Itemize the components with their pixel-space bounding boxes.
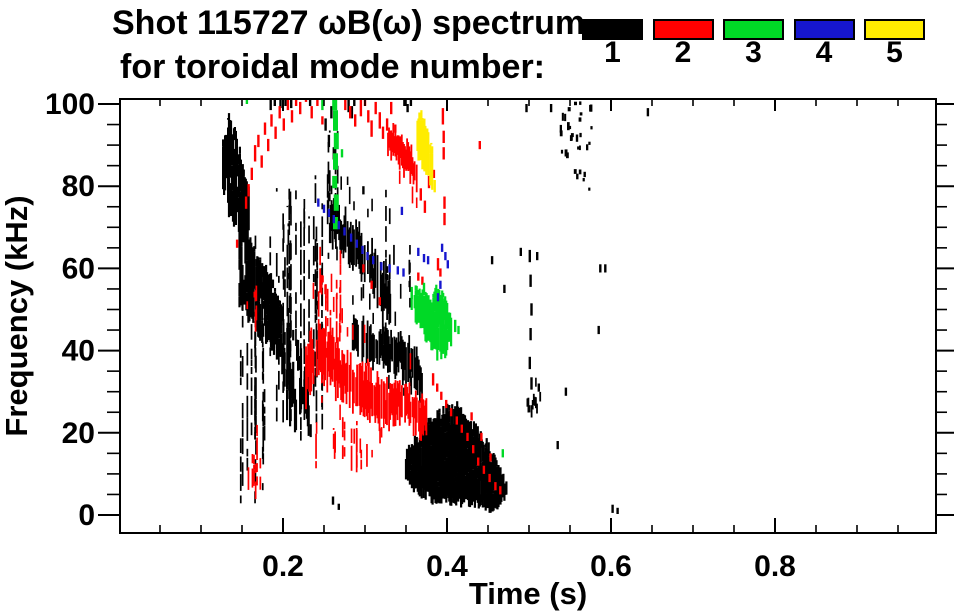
y-tick-label: 60: [62, 252, 95, 285]
y-tick-label: 0: [78, 499, 95, 532]
x-tick-label: 0.8: [754, 550, 796, 583]
plot-axes: 0 20 40 60 80 100 0.2 0.4 0.6 0.8: [45, 88, 954, 583]
x-tick-label: 0.2: [262, 550, 304, 583]
legend-item: 2: [652, 19, 714, 69]
legend-mode-number: 5: [886, 36, 903, 69]
legend-color-swatch: [582, 19, 643, 40]
legend-color-swatch: [652, 19, 714, 40]
spectrogram-data-points: [222, 99, 650, 514]
legend-mode-number: 1: [604, 36, 621, 69]
legend-color-swatch: [723, 19, 784, 40]
y-tick-label: 100: [45, 88, 95, 121]
x-tick-label: 0.4: [426, 550, 468, 583]
legend-mode-number: 3: [745, 36, 762, 69]
y-axis-title: Frequency (kHz): [0, 195, 34, 436]
x-axis-title: Time (s): [469, 576, 587, 611]
legend-item: 3: [723, 19, 784, 69]
y-tick-label: 40: [62, 335, 95, 368]
legend-mode-number: 2: [674, 36, 692, 69]
y-tick-label: 20: [62, 417, 95, 450]
chart-title-line2: for toroidal mode number:: [120, 48, 545, 86]
legend-item: 4: [793, 19, 855, 69]
chart-title-line1: Shot 115727 ωB(ω) spectrum: [112, 4, 586, 42]
legend-item: 5: [864, 19, 925, 69]
legend-color-swatch: [793, 19, 855, 40]
y-tick-label: 80: [62, 170, 95, 203]
legend-mode-number: 4: [815, 36, 833, 69]
legend-color-swatch: [864, 19, 925, 40]
legend-item: 1: [582, 19, 643, 69]
legend: 1 2 3 4 5: [582, 19, 925, 69]
x-tick-label: 0.6: [590, 550, 632, 583]
